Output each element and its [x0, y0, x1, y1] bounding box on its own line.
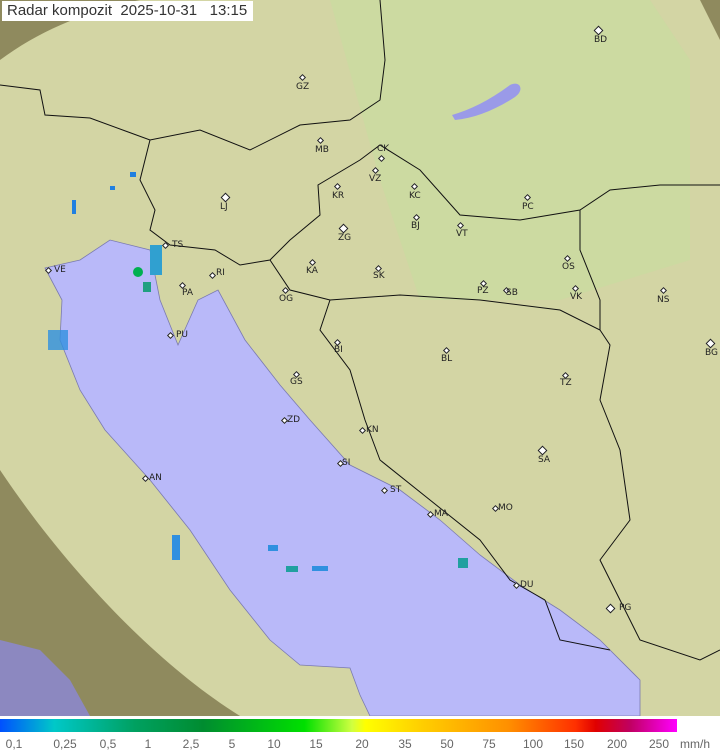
city-label-kr: KR	[332, 191, 345, 201]
legend-label: 0,25	[53, 737, 77, 751]
city-label-mo: MO	[498, 503, 513, 513]
legend-label: 5	[228, 737, 236, 751]
city-label-bg: BG	[705, 348, 718, 358]
legend-label: 100	[522, 737, 544, 751]
city-label-vz: VZ	[369, 174, 382, 184]
city-label-ka: KA	[306, 266, 318, 276]
legend-label: 50	[440, 737, 454, 751]
echo	[268, 545, 278, 551]
echo	[48, 330, 68, 350]
legend-label: 200	[606, 737, 628, 751]
city-label-pc: PC	[522, 202, 534, 212]
radar-map	[0, 0, 720, 716]
city-label-gs: GS	[290, 377, 303, 387]
city-label-og: OG	[279, 294, 294, 304]
legend-color-scale	[0, 719, 677, 732]
city-label-an: AN	[149, 473, 162, 483]
city-label-mb: MB	[315, 145, 329, 155]
city-label-gz: GZ	[296, 82, 310, 92]
city-label-pg: PG	[619, 603, 632, 613]
city-label-tz: TZ	[560, 378, 572, 388]
city-label-vk: VK	[570, 292, 583, 302]
lake-balaton	[452, 83, 521, 120]
echo	[130, 172, 136, 177]
city-label-pu: PU	[176, 330, 189, 340]
echo	[143, 282, 151, 292]
city-label-lj: LJ	[220, 202, 228, 212]
legend-label: 150	[563, 737, 585, 751]
legend-label: 2,5	[182, 737, 200, 751]
echo	[72, 200, 76, 214]
echo	[286, 566, 298, 572]
city-label-si: SI	[342, 458, 351, 468]
city-label-pz: PZ	[477, 286, 489, 296]
city-label-vt: VT	[456, 229, 468, 239]
city-label-ma: MA	[434, 509, 448, 519]
title-time: 13:15	[209, 2, 248, 19]
echo	[133, 267, 143, 277]
echo	[110, 186, 115, 190]
legend-label: 75	[482, 737, 496, 751]
echo	[458, 558, 468, 568]
country-borders	[0, 0, 720, 661]
legend-label: 250	[648, 737, 670, 751]
city-label-zd: ZD	[287, 415, 301, 425]
city-label-st: ST	[390, 485, 402, 495]
city-label-kc: KC	[409, 191, 421, 201]
echo	[150, 245, 162, 275]
echo	[172, 535, 180, 560]
legend-label: 15	[309, 737, 323, 751]
legend-label: 1	[144, 737, 152, 751]
title-name: Radar kompozit	[7, 2, 113, 19]
city-label-ve: VE	[54, 265, 66, 275]
city-label-ns: NS	[657, 295, 670, 305]
city-label-bd: BD	[594, 35, 608, 45]
map-title: Radar kompozit 2025-10-31 13:15	[2, 1, 254, 21]
title-date: 2025-10-31	[120, 2, 198, 19]
legend-label: 35	[398, 737, 412, 751]
city-label-zg: ZG	[338, 233, 352, 243]
city-label-du: DU	[520, 580, 534, 590]
legend-label: 20	[355, 737, 369, 751]
lowland-area	[330, 0, 690, 300]
radar-echoes	[48, 172, 468, 572]
legend-label: 10	[267, 737, 281, 751]
city-label-sa: SA	[538, 455, 551, 465]
city-label-ck: CK	[377, 144, 390, 154]
city-label-sb: SB	[506, 288, 518, 298]
legend-unit: mm/h	[680, 737, 710, 751]
legend-label: 0,1	[5, 737, 23, 751]
legend-label: 0,5	[99, 737, 117, 751]
tyrrhenian-sea	[0, 640, 90, 716]
city-label-pa: PA	[182, 288, 194, 298]
city-label-bj: BJ	[411, 221, 420, 231]
city-label-ri: RI	[216, 268, 225, 278]
city-label-sk: SK	[373, 271, 385, 281]
city-label-ts: TS	[172, 240, 184, 250]
city-label-kn: KN	[366, 425, 379, 435]
adriatic-sea	[44, 239, 641, 716]
echo	[312, 566, 328, 571]
city-label-bi: BI	[334, 345, 343, 355]
city-label-os: OS	[562, 262, 575, 272]
city-label-bl: BL	[441, 354, 453, 364]
